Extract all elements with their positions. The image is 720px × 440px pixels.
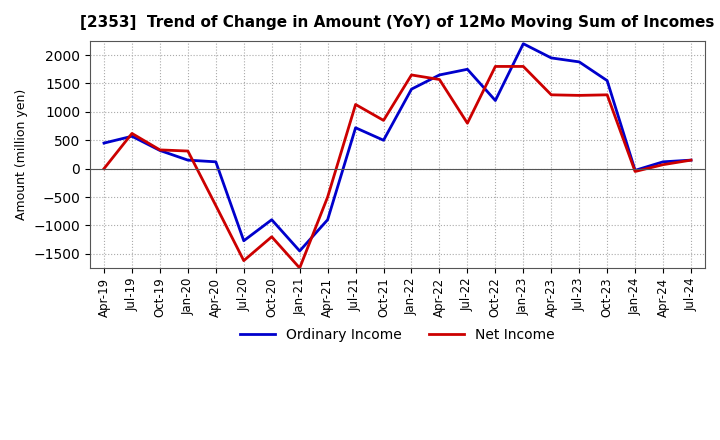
Net Income [463,121,472,126]
Title: [2353]  Trend of Change in Amount (YoY) of 12Mo Moving Sum of Incomes: [2353] Trend of Change in Amount (YoY) o… [81,15,715,30]
Net Income [156,147,164,153]
Ordinary Income [603,78,611,83]
Net Income [99,166,108,171]
Ordinary Income [491,98,500,103]
Net Income [408,72,416,77]
Ordinary Income [351,125,360,130]
Net Income [379,118,388,123]
Ordinary Income [659,159,667,165]
Net Income [687,158,696,163]
Legend: Ordinary Income, Net Income: Ordinary Income, Net Income [235,322,560,347]
Ordinary Income [408,87,416,92]
Net Income [519,64,528,69]
Ordinary Income [687,158,696,163]
Net Income [295,265,304,271]
Net Income [659,162,667,167]
Ordinary Income [240,238,248,243]
Ordinary Income [631,168,639,173]
Y-axis label: Amount (million yen): Amount (million yen) [15,89,28,220]
Net Income [240,258,248,263]
Ordinary Income [547,55,556,61]
Ordinary Income [156,148,164,153]
Net Income [323,194,332,200]
Ordinary Income [212,159,220,165]
Net Income [351,102,360,107]
Net Income [491,64,500,69]
Net Income [435,77,444,82]
Ordinary Income [575,59,583,65]
Net Income [127,131,136,136]
Ordinary Income [295,248,304,253]
Ordinary Income [99,140,108,146]
Net Income [575,93,583,98]
Net Income [267,234,276,239]
Ordinary Income [184,158,192,163]
Net Income [631,169,639,174]
Ordinary Income [463,66,472,72]
Ordinary Income [519,41,528,46]
Net Income [603,92,611,98]
Ordinary Income [267,217,276,222]
Net Income [547,92,556,98]
Ordinary Income [379,138,388,143]
Line: Ordinary Income: Ordinary Income [104,44,691,251]
Ordinary Income [323,217,332,222]
Ordinary Income [127,134,136,139]
Line: Net Income: Net Income [104,66,691,268]
Net Income [212,203,220,208]
Net Income [184,148,192,154]
Ordinary Income [435,72,444,77]
